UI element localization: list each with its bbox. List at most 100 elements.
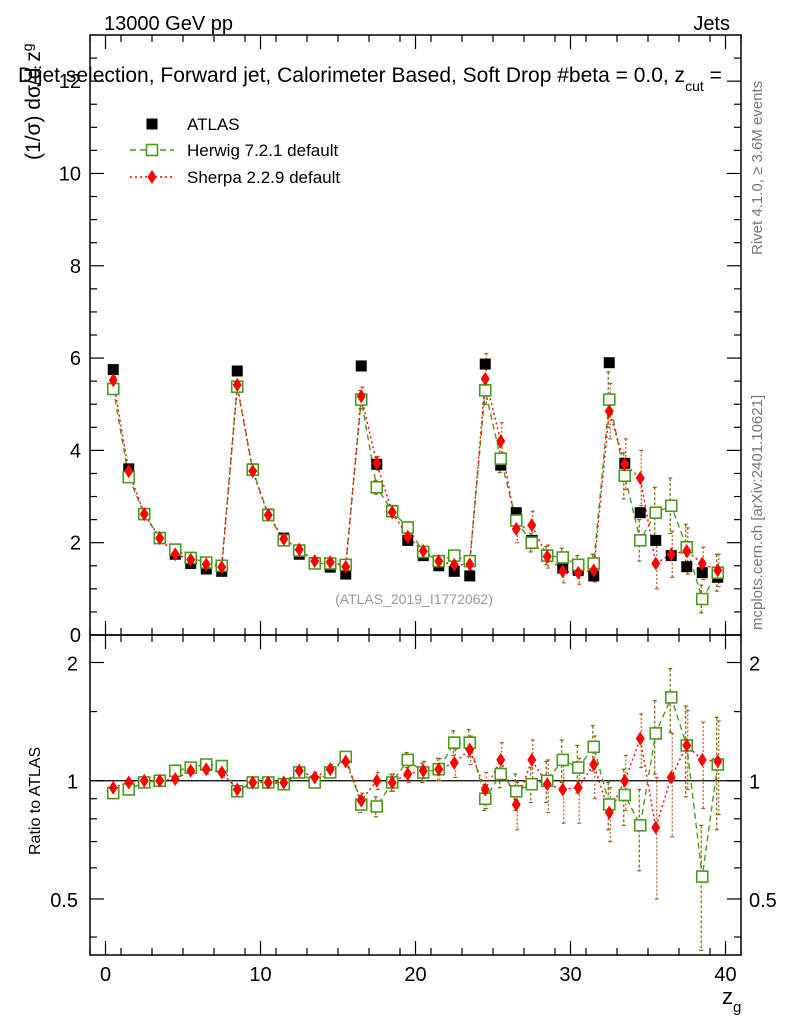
ratio-herwig-point (509, 784, 523, 798)
ratio-sherpa-point (511, 797, 521, 812)
energy-label: 13000 GeV pp (104, 13, 233, 35)
ratio-herwig-point (447, 736, 461, 749)
sherpa-point (449, 557, 459, 572)
herwig-point (664, 499, 678, 513)
ratio-sherpa-point (620, 773, 630, 788)
ratio-sherpa-point (263, 775, 273, 790)
legend-label: Herwig 7.2.1 default (187, 141, 338, 160)
ratio-sherpa-point (108, 780, 118, 795)
x-tick-label: 10 (249, 964, 271, 986)
ratio-herwig-line (113, 695, 719, 877)
ratio-herwig-point (618, 788, 632, 802)
sherpa-point (155, 531, 165, 546)
ratio-herwig-point (556, 753, 570, 767)
atlas-point (510, 507, 522, 519)
main-panel: 0 2 4 6 8 10 12 (1/σ) dσ/d zg (ATLAS_2019_I177… (19, 34, 742, 647)
ratio-y-axis-label: Ratio to ATLAS (27, 747, 44, 855)
sherpa-point (666, 547, 676, 562)
x-axis-label-sub: g (733, 999, 741, 1016)
herwig-point (478, 384, 492, 397)
atlas-point (479, 358, 491, 370)
ratio-sherpa-point (170, 772, 180, 787)
ratio-sherpa-point (294, 763, 304, 778)
plot-title: Dijet selection, Forward jet, Calorimete… (18, 64, 722, 94)
sherpa-point (108, 373, 118, 388)
sherpa-point (325, 555, 335, 570)
sherpa-point (170, 547, 180, 562)
sherpa-point (496, 434, 506, 449)
sherpa-point (682, 544, 692, 558)
ratio-sherpa-point (697, 752, 707, 767)
ratio-panel-frame (89, 634, 742, 956)
herwig-point (649, 506, 663, 519)
atlas-point (340, 568, 352, 580)
ratio-herwig-point (649, 727, 663, 740)
ratio-herwig-point (525, 777, 539, 791)
sherpa-point (635, 471, 645, 486)
ratio-sherpa-point (418, 763, 428, 778)
ratio-sherpa-point (310, 770, 320, 785)
sherpa-point (527, 518, 537, 533)
main-x-axis (89, 35, 742, 635)
herwig-point (494, 452, 508, 465)
ratio-sherpa-point (356, 793, 366, 808)
atlas-point (681, 561, 693, 573)
plot-title-main: Dijet selection, Forward jet, Calorimete… (18, 64, 685, 87)
ratio-y-tick-label-right: 0.5 (749, 890, 777, 912)
ratio-sherpa-point (480, 782, 490, 797)
ratio-sherpa-point (279, 775, 289, 790)
atlas-point (355, 360, 367, 372)
plot-title-subscript: cut (685, 78, 704, 94)
atlas-point (107, 364, 119, 376)
sherpa-point (310, 554, 320, 569)
y-tick-label: 4 (70, 440, 81, 462)
sherpa-point (186, 552, 196, 567)
ratio-sherpa-point (325, 762, 335, 777)
ratio-sherpa-point (201, 762, 211, 777)
watermark: (ATLAS_2019_I1772062) (335, 591, 493, 607)
ratio-series (106, 667, 725, 951)
ratio-sherpa-point (682, 738, 692, 753)
ratio-sherpa-point (527, 752, 537, 767)
herwig-point (370, 481, 384, 494)
y-tick-label: 6 (70, 348, 81, 370)
legend-label: ATLAS (187, 115, 240, 134)
ratio-sherpa-point (496, 752, 506, 767)
sherpa-point (387, 505, 397, 520)
rivet-label: Rivet 4.1.0, ≥ 3.6M events (749, 81, 766, 255)
herwig-point (602, 393, 616, 406)
ratio-sherpa-point (449, 755, 459, 770)
ratio-sherpa-point (604, 805, 614, 820)
ratio-sherpa-point (155, 773, 165, 788)
ratio-sherpa-line (113, 735, 718, 828)
atlas-point (603, 357, 615, 369)
atlas-point (696, 567, 708, 579)
sherpa-point (511, 521, 521, 536)
ratio-sherpa-point (465, 742, 475, 757)
ratio-y-tick-label-right: 2 (749, 654, 760, 676)
sherpa-point (604, 404, 614, 419)
sherpa-point (713, 563, 723, 578)
ratio-sherpa-point (434, 762, 444, 777)
legend-sherpa-marker (147, 170, 157, 184)
ratio-sherpa-point (139, 773, 149, 788)
main-y-axis: 0 2 4 6 8 10 12 (59, 57, 741, 647)
x-tick-label: 20 (404, 964, 426, 986)
ratio-sherpa-point (372, 773, 382, 788)
ratio-y-tick-label: 1 (67, 772, 78, 794)
sherpa-point (279, 532, 289, 546)
herwig-point (556, 551, 570, 564)
sherpa-point (341, 559, 351, 574)
ratio-sherpa-point (573, 780, 583, 795)
sherpa-point (573, 565, 583, 580)
legend-herwig-marker (145, 143, 159, 157)
ratio-herwig-point (401, 753, 415, 767)
sherpa-point (542, 549, 552, 564)
x-axis-label-text: z (722, 984, 733, 1009)
sherpa-point (356, 389, 366, 404)
sherpa-point (263, 508, 273, 522)
ratio-panel: 0.5 0.5 1 1 2 2 0 10 20 30 40 Ratio to ATLAS zg (27, 634, 777, 1016)
process-label: Jets (693, 13, 730, 35)
ratio-herwig-point (370, 800, 384, 813)
x-tick-label: 40 (714, 964, 736, 986)
